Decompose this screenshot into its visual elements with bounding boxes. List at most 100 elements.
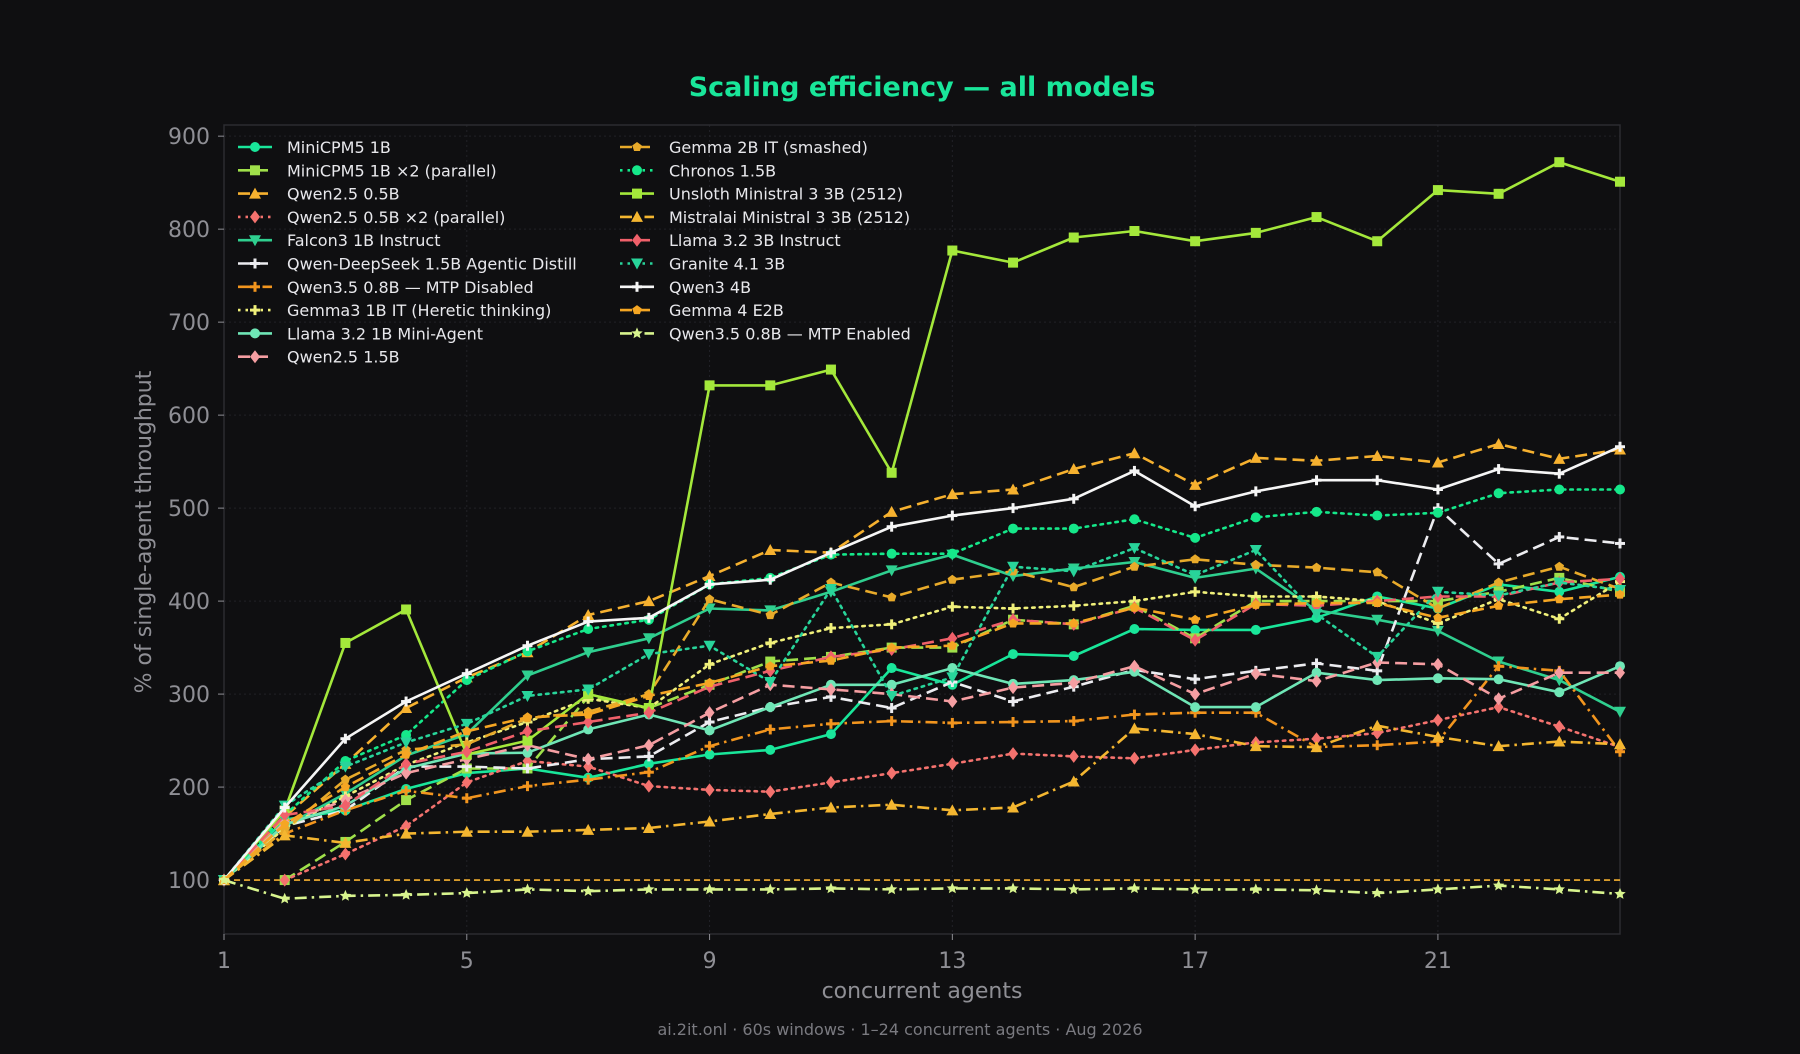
x-axis-label: concurrent agents (822, 979, 1023, 1004)
data-point (1068, 523, 1079, 534)
data-point (886, 703, 897, 714)
data-point (1553, 883, 1565, 895)
data-point (583, 752, 594, 766)
data-point (947, 640, 958, 650)
data-point (643, 612, 654, 623)
legend-label: Chronos 1.5B (669, 161, 776, 180)
data-point (1067, 775, 1080, 787)
data-point (643, 883, 655, 895)
data-point (825, 775, 836, 789)
series-line (223, 664, 1622, 882)
data-point (400, 827, 413, 839)
data-point (1007, 483, 1020, 495)
legend-item: Mistralai Ministral 3 3B (2512) (620, 208, 910, 227)
data-point (704, 677, 715, 687)
data-point (1068, 676, 1079, 690)
data-point (947, 548, 958, 559)
data-point (1432, 484, 1443, 495)
data-point (1615, 176, 1625, 187)
data-point (582, 885, 594, 897)
data-point (1129, 659, 1140, 673)
data-point (1068, 749, 1079, 763)
data-point (339, 761, 352, 773)
y-tick-label: 100 (168, 869, 210, 894)
legend-item: Llama 3.2 1B Mini-Agent (238, 324, 483, 343)
series-2 (218, 437, 1626, 886)
data-point (1068, 716, 1079, 727)
data-point (765, 380, 776, 391)
data-point (886, 619, 897, 630)
data-point (885, 565, 898, 577)
data-point (1067, 566, 1080, 578)
y-tick-label: 300 (168, 683, 210, 708)
data-point (460, 718, 473, 730)
data-point (1432, 185, 1443, 196)
data-point (1310, 454, 1323, 466)
data-point (339, 889, 352, 901)
data-point (1129, 623, 1140, 634)
data-point (1432, 883, 1444, 895)
legend-label: Unsloth Ministral 3 3B (2512) (669, 185, 903, 204)
data-point (461, 775, 472, 789)
series-13 (218, 719, 1626, 886)
data-point (947, 631, 958, 645)
data-point (1008, 603, 1019, 614)
legend-item: Gemma 2B IT (smashed) (620, 138, 868, 157)
data-point (1433, 612, 1443, 622)
data-point (401, 757, 412, 771)
data-point (1189, 570, 1202, 582)
data-point (886, 521, 897, 532)
data-point (765, 661, 775, 671)
data-point (1554, 561, 1565, 571)
data-point (1493, 488, 1504, 499)
data-point (825, 718, 836, 729)
data-point (1492, 590, 1505, 602)
data-point (946, 882, 959, 894)
legend-label: Gemma 2B IT (smashed) (669, 138, 868, 157)
legend-swatch-marker (632, 281, 642, 292)
data-point (278, 829, 291, 841)
data-point (1615, 572, 1625, 586)
y-tick-label: 900 (168, 125, 210, 150)
data-point (1251, 599, 1261, 609)
data-point (1615, 589, 1625, 599)
series-line (223, 445, 1621, 881)
data-point (765, 724, 776, 735)
y-tick-label: 200 (168, 776, 210, 801)
legend-label: Qwen3.5 0.8B — MTP Enabled (669, 324, 911, 343)
data-point (1008, 716, 1019, 727)
data-point (339, 836, 352, 848)
data-point (643, 767, 654, 778)
data-point (1492, 437, 1505, 449)
data-point (1129, 602, 1140, 612)
data-point (218, 874, 230, 885)
legend-swatch-marker (250, 281, 260, 292)
data-point (764, 677, 777, 689)
data-point (401, 795, 412, 806)
legend-label: Llama 3.2 1B Mini-Agent (287, 324, 483, 343)
data-point (643, 751, 654, 762)
data-point (1008, 618, 1018, 628)
legend-item: Qwen3.5 0.8B — MTP Disabled (238, 278, 534, 297)
data-point (461, 675, 472, 686)
data-point (704, 741, 715, 752)
data-point (1372, 510, 1383, 521)
series-line (223, 724, 1621, 882)
data-point (1553, 577, 1566, 589)
data-point (1492, 879, 1505, 891)
data-point (1554, 666, 1565, 680)
data-point (1310, 741, 1323, 753)
data-point (1372, 475, 1383, 486)
legend-item: Qwen2.5 0.5B ×2 (parallel) (238, 208, 505, 227)
data-point (1493, 600, 1504, 610)
data-point (1615, 661, 1625, 672)
data-point (1129, 514, 1140, 525)
legend-swatch-marker (631, 327, 643, 339)
legend-label: Gemma 4 E2B (669, 301, 784, 320)
data-point (279, 873, 290, 887)
data-point (1008, 681, 1019, 695)
data-point (1614, 706, 1626, 718)
legend-swatch-marker (249, 235, 261, 247)
